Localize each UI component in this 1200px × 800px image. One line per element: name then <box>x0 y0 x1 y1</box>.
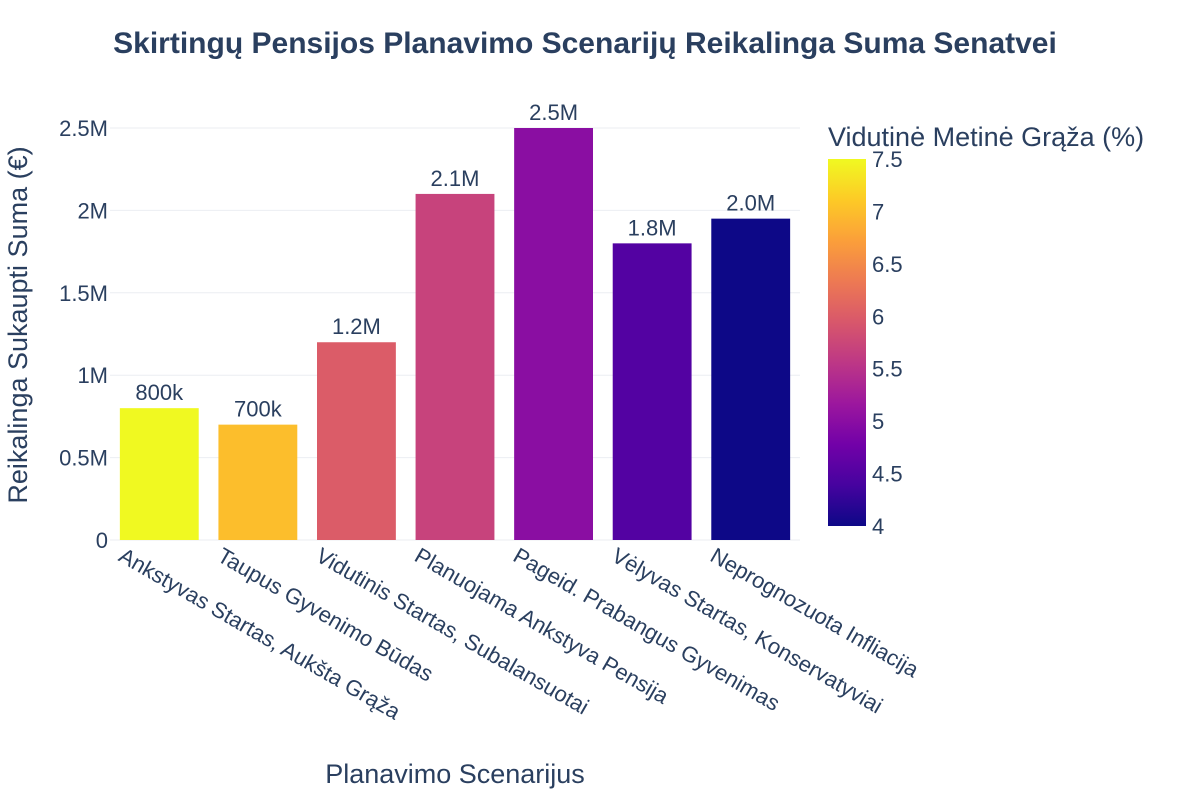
bar-value-label: 2.1M <box>431 166 480 191</box>
y-tick-label: 1M <box>77 363 108 388</box>
bar <box>514 128 593 540</box>
bar-value-label: 700k <box>234 397 283 422</box>
bars <box>119 128 791 541</box>
colorbar-tick-label: 6.5 <box>872 252 903 277</box>
bar <box>317 342 396 540</box>
bar <box>711 218 791 540</box>
colorbar-tick-label: 6 <box>872 304 884 329</box>
data-labels: 800k 700k 1.2M 2.1M 2.5M 1.8M 2.0M <box>135 100 775 422</box>
bar-value-label: 2.5M <box>529 100 578 125</box>
colorbar-tick-label: 7 <box>872 199 884 224</box>
bar <box>119 408 199 540</box>
colorbar-ticks: 4 4.5 5 5.5 6 6.5 7 7.5 <box>872 147 903 539</box>
y-axis-title: Reikalinga Sukaupti Suma (€) <box>3 146 33 503</box>
bar <box>415 193 495 541</box>
x-axis-title: Planavimo Scenarijus <box>325 759 585 789</box>
bar-value-label: 2.0M <box>726 191 775 216</box>
chart-title: Skirtingų Pensijos Planavimo Scenarijų R… <box>113 27 1057 60</box>
colorbar: Vidutinė Metinė Grąža (%) 4 4.5 5 5.5 6 6.5 7 7… <box>828 122 1144 539</box>
bar <box>218 424 298 540</box>
colorbar-tick-label: 7.5 <box>872 147 903 172</box>
bar <box>612 243 692 541</box>
y-tick-label: 2M <box>77 198 108 223</box>
bar-value-label: 1.2M <box>332 314 381 339</box>
y-axis-ticks: 0 0.5M 1M 1.5M 2M 2.5M <box>59 116 108 553</box>
colorbar-tick-label: 4.5 <box>872 462 903 487</box>
colorbar-tick-label: 5.5 <box>872 357 903 382</box>
bar-value-label: 1.8M <box>628 215 677 240</box>
y-tick-label: 0 <box>96 528 108 553</box>
colorbar-tick-label: 5 <box>872 409 884 434</box>
colorbar-title: Vidutinė Metinė Grąža (%) <box>828 122 1144 152</box>
colorbar-gradient <box>828 159 866 526</box>
bar-value-label: 800k <box>135 380 184 405</box>
y-tick-label: 0.5M <box>59 446 108 471</box>
y-tick-label: 1.5M <box>59 281 108 306</box>
colorbar-tick-label: 4 <box>872 514 884 539</box>
y-tick-label: 2.5M <box>59 116 108 141</box>
